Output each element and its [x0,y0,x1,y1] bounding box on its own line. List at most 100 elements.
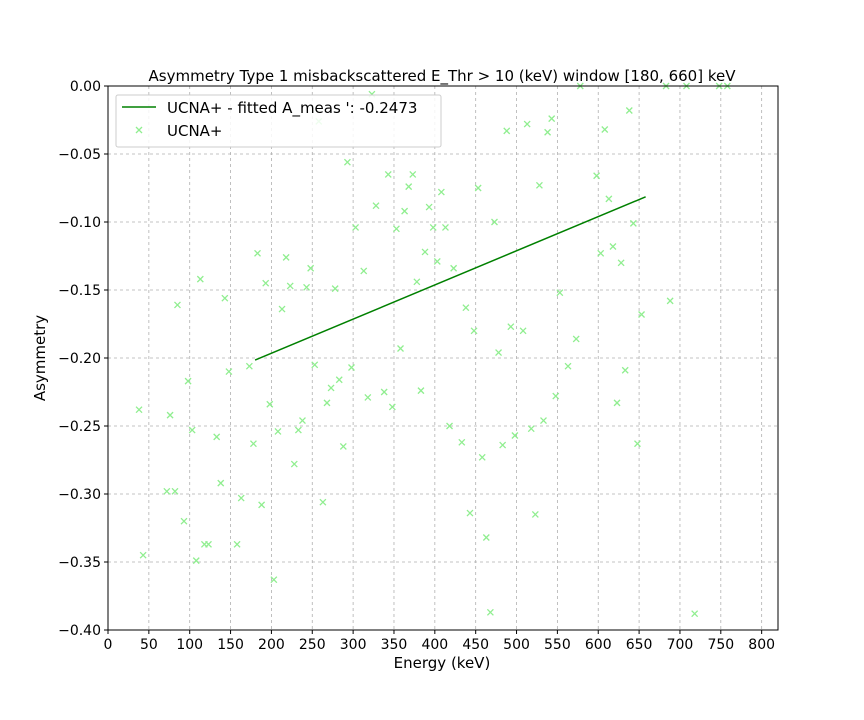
data-point [360,267,368,275]
data-point [462,304,470,312]
x-tick-label: 0 [104,637,113,653]
data-point [196,275,204,283]
data-point [282,253,290,261]
data-point [421,248,429,256]
data-point [278,305,286,313]
x-marker-stroke [205,540,212,548]
data-point [609,243,617,250]
x-marker-stroke [319,498,327,506]
x-marker-stroke [392,225,400,233]
data-point [572,335,580,343]
data-point [343,158,351,166]
x-marker-stroke [278,305,286,313]
x-marker-stroke [217,479,225,487]
x-marker-stroke [331,285,339,293]
data-point [380,388,388,396]
x-marker-stroke [597,249,605,257]
x-marker-stroke [196,275,204,283]
x-marker-stroke [433,257,441,265]
x-marker-stroke [213,433,221,441]
data-point [544,128,552,136]
data-point [613,399,621,407]
data-point [519,327,527,335]
data-point [499,441,507,449]
x-marker-stroke [495,349,503,357]
data-point [237,494,245,502]
data-point [392,225,400,233]
x-marker-stroke [638,311,646,318]
x-marker-stroke [421,248,429,256]
data-point [323,399,331,407]
x-marker-stroke [507,323,515,331]
data-point [535,181,543,189]
data-point [245,362,253,370]
data-point [184,377,192,385]
x-marker-stroke [384,170,392,178]
x-marker-stroke [450,264,458,272]
data-point [491,218,498,226]
data-point [527,425,535,433]
x-tick-label: 100 [176,637,203,653]
x-marker-stroke [274,427,282,435]
data-point [556,289,564,297]
x-marker-stroke [413,278,421,286]
x-marker-stroke [601,126,609,133]
x-marker-stroke [523,120,531,128]
data-point [266,400,274,408]
data-point [564,362,572,370]
x-marker-stroke [470,327,478,335]
data-point [503,127,511,135]
fit-line-layer [254,196,646,361]
x-marker-stroke [188,426,196,434]
data-point [634,440,641,448]
x-marker-stroke [173,301,181,309]
data-point [495,349,503,357]
x-tick-label: 600 [585,637,612,653]
data-point [552,392,560,400]
x-marker-stroke [254,249,261,257]
x-marker-stroke [429,223,437,231]
x-marker-stroke [262,279,270,287]
x-marker-stroke [135,406,143,414]
data-point [437,188,445,196]
x-marker-stroke [171,487,179,495]
data-point [384,170,392,178]
y-tick-label: −0.40 [58,623,101,639]
data-point [339,442,347,450]
x-axis-label: Energy (keV) [394,654,491,672]
x-marker-stroke [163,487,171,495]
data-point [335,376,343,384]
y-tick-label: −0.35 [58,555,101,571]
fit-line [254,196,646,361]
x-marker-stroke [441,223,449,231]
y-tick-label: 0.00 [70,79,101,95]
x-marker-stroke [458,438,466,446]
data-point [474,184,482,192]
y-ticks: 0.00 −0.05 −0.10 −0.15 −0.20 −0.25 −0.30 −0.35 −… [58,79,108,639]
x-marker-stroke [548,115,556,123]
x-marker-stroke [425,203,433,211]
chart-title: Asymmetry Type 1 misbackscattered E_Thr … [149,67,737,86]
x-tick-label: 650 [626,637,653,653]
data-point [139,551,147,559]
x-tick-label: 150 [217,637,244,653]
data-point [417,387,425,395]
x-tick-label: 700 [667,637,694,653]
x-marker-stroke [531,510,539,518]
data-point [413,278,421,286]
data-point [249,440,257,448]
x-tick-label: 450 [462,637,489,653]
data-point [466,509,474,517]
x-marker-stroke [303,283,311,291]
data-point [593,172,601,180]
data-point [258,501,266,509]
data-point [163,487,171,495]
x-marker-stroke [552,392,560,400]
x-marker-stroke [139,551,147,559]
x-marker-stroke [491,218,498,226]
x-marker-stroke [299,417,306,425]
data-point [507,323,515,331]
x-marker-stroke [503,127,511,135]
data-point [405,183,413,191]
x-marker-stroke [343,158,351,166]
